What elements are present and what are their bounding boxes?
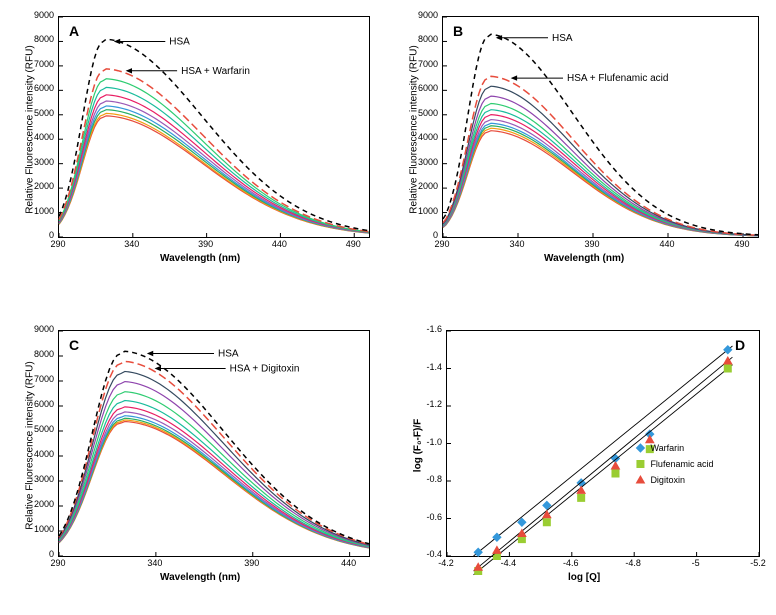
plot-area-a: HSA HSA + Warfarin A bbox=[58, 16, 370, 238]
panel-d: log (F₀-F)/F WarfarinFlufenamic acidDigi… bbox=[398, 320, 770, 595]
svg-text:HSA + Flufenamic acid: HSA + Flufenamic acid bbox=[567, 73, 668, 84]
panel-c: Relative Fluorescence intensity (RFU) HS… bbox=[10, 320, 380, 595]
chart-svg-a: HSA HSA + Warfarin bbox=[59, 17, 369, 237]
svg-text:HSA + Digitoxin: HSA + Digitoxin bbox=[230, 364, 300, 375]
panel-letter-c: C bbox=[69, 337, 79, 353]
svg-text:HSA + Warfarin: HSA + Warfarin bbox=[181, 66, 250, 77]
xlabel-b: Wavelength (nm) bbox=[544, 253, 624, 264]
panel-b: Relative Fluorescence intensity (RFU) HS… bbox=[394, 6, 769, 276]
chart-svg-d: Warfarin Flufenamic acid Digitoxin bbox=[447, 331, 759, 556]
panel-letter-d: D bbox=[735, 337, 745, 353]
panel-a: Relative Fluorescence intensity (RFU) HS… bbox=[10, 6, 380, 276]
svg-text:Digitoxin: Digitoxin bbox=[650, 475, 685, 485]
xlabel-c: Wavelength (nm) bbox=[160, 572, 240, 583]
xlabel-a: Wavelength (nm) bbox=[160, 253, 240, 264]
svg-text:HSA: HSA bbox=[169, 36, 190, 47]
plot-area-b: HSA HSA + Flufenamic acid B bbox=[442, 16, 759, 238]
chart-svg-b: HSA HSA + Flufenamic acid bbox=[443, 17, 758, 237]
figure: Relative Fluorescence intensity (RFU) HS… bbox=[0, 0, 776, 615]
svg-text:Flufenamic acid: Flufenamic acid bbox=[650, 459, 713, 469]
panel-letter-b: B bbox=[453, 23, 463, 39]
plot-area-d: Warfarin Flufenamic acid Digitoxin D bbox=[446, 330, 760, 557]
svg-text:HSA: HSA bbox=[552, 33, 573, 44]
chart-svg-c: HSA HSA + Digitoxin bbox=[59, 331, 369, 556]
plot-area-c: HSA HSA + Digitoxin C bbox=[58, 330, 370, 557]
xlabel-d: log [Q] bbox=[568, 572, 600, 583]
panel-letter-a: A bbox=[69, 23, 79, 39]
svg-text:HSA: HSA bbox=[218, 349, 239, 360]
svg-text:Warfarin: Warfarin bbox=[650, 443, 684, 453]
